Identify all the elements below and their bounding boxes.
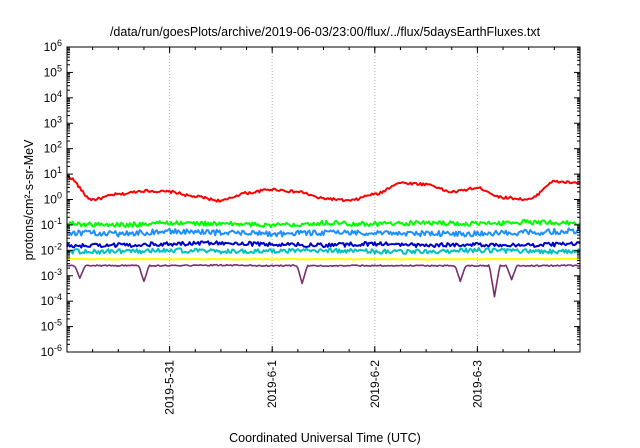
y-tick-label: 10-1 — [41, 216, 62, 232]
series-line — [66, 227, 581, 238]
x-tick-label: 2019-6-2 — [368, 360, 382, 408]
chart-title: /data/run/goesPlots/archive/2019-06-03/2… — [110, 25, 541, 39]
y-tick-label: 104 — [44, 89, 62, 105]
series-line — [66, 218, 581, 229]
y-tick-label: 10-6 — [41, 343, 62, 359]
series-line — [66, 175, 581, 203]
y-tick-label: 101 — [44, 165, 62, 181]
y-tick-label: 105 — [44, 63, 62, 79]
x-tick-label: 2019-6-1 — [265, 360, 279, 408]
axis-ticks: 2019-5-31 2019-6-1 2019-6-2 2019-6-3 10-6 10-… — [41, 38, 581, 415]
x-tick-label: 2019-5-31 — [163, 360, 177, 415]
x-axis-label: Coordinated Universal Time (UTC) — [229, 431, 421, 445]
series-line — [66, 240, 581, 249]
y-tick-label: 100 — [44, 191, 62, 207]
y-axis-label: protons/cm²-s-sr-MeV — [22, 139, 36, 261]
y-tick-label: 10-4 — [41, 292, 62, 308]
series-group — [66, 175, 581, 298]
y-tick-label: 102 — [44, 140, 62, 156]
y-tick-label: 103 — [44, 114, 62, 130]
series-line — [66, 263, 581, 298]
x-tick-label: 2019-6-3 — [470, 360, 484, 408]
y-tick-label: 106 — [44, 38, 62, 54]
y-tick-label: 10-5 — [41, 318, 62, 334]
y-tick-label: 10-3 — [41, 267, 62, 283]
series-line — [66, 257, 581, 261]
y-tick-label: 10-2 — [41, 241, 62, 257]
series-line — [66, 247, 581, 255]
